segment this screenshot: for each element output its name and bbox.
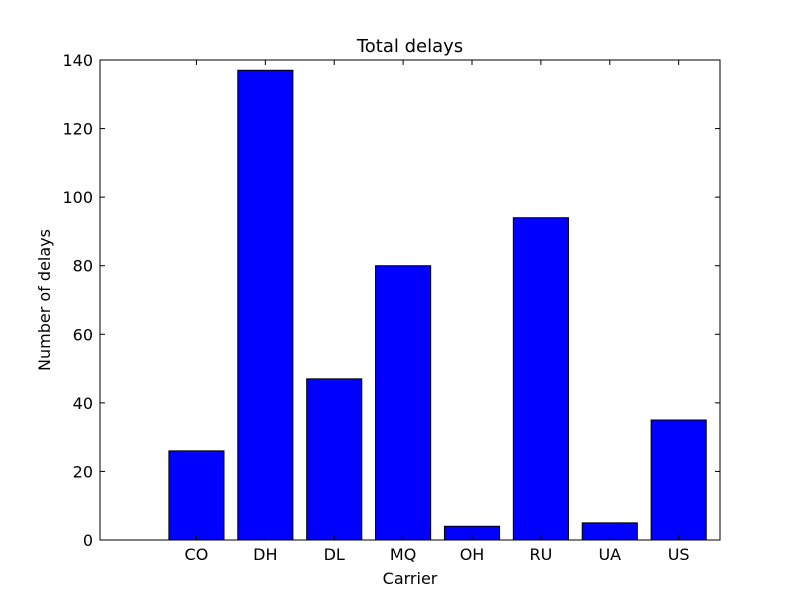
y-tick-label: 80 bbox=[73, 257, 93, 276]
chart-title: Total delays bbox=[356, 36, 463, 57]
y-tick-label: 100 bbox=[62, 188, 93, 207]
y-axis-label: Number of delays bbox=[35, 229, 54, 371]
x-tick-label: OH bbox=[460, 545, 485, 564]
bar-mq bbox=[375, 265, 432, 541]
y-tick-label: 60 bbox=[73, 325, 93, 344]
y-tick-label: 20 bbox=[73, 462, 93, 481]
x-axis-label: Carrier bbox=[383, 569, 438, 588]
x-tick-label: CO bbox=[185, 545, 209, 564]
bar-us bbox=[650, 419, 707, 541]
plot-frame bbox=[99, 59, 721, 541]
y-tick-label: 0 bbox=[83, 531, 93, 550]
y-axis-ticks: 0 20 40 60 80 100 120 140 bbox=[62, 51, 720, 550]
y-tick-label: 120 bbox=[62, 120, 93, 139]
x-tick-label: UA bbox=[598, 545, 621, 564]
bar-ru bbox=[512, 217, 569, 541]
y-tick-label: 140 bbox=[62, 51, 93, 70]
x-tick-label: DH bbox=[253, 545, 277, 564]
y-tick-label: 40 bbox=[73, 394, 93, 413]
x-tick-label: RU bbox=[529, 545, 552, 564]
x-tick-label: MQ bbox=[390, 545, 416, 564]
bar-co bbox=[168, 450, 225, 541]
bar-dh bbox=[237, 69, 294, 541]
x-axis-ticks: CO DH DL MQ OH RU UA US bbox=[185, 60, 690, 564]
x-tick-label: US bbox=[668, 545, 690, 564]
bar-dl bbox=[306, 378, 363, 541]
bars-group bbox=[168, 69, 707, 541]
x-tick-label: DL bbox=[324, 545, 345, 564]
